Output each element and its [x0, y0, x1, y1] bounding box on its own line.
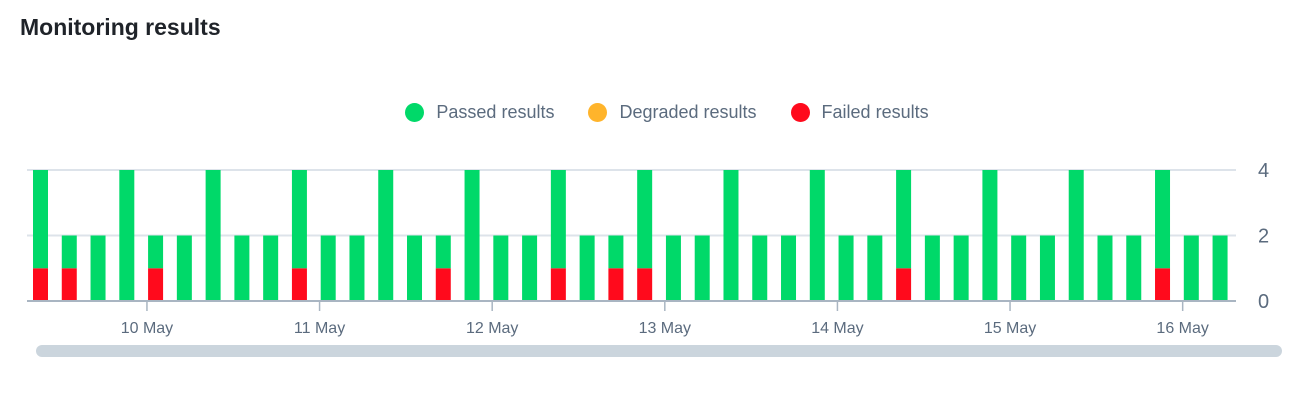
- bar-passed: [924, 235, 940, 301]
- bar-passed: [176, 235, 192, 301]
- bar-passed: [694, 235, 710, 301]
- bar-passed: [665, 235, 681, 301]
- bar-passed: [867, 235, 883, 301]
- bar-passed: [320, 235, 336, 301]
- bar-passed: [234, 235, 250, 301]
- bar-failed: [435, 268, 451, 301]
- bar-passed: [1097, 235, 1113, 301]
- bar-passed: [61, 235, 77, 269]
- bar-passed: [982, 170, 998, 301]
- bar-passed: [1155, 170, 1171, 269]
- x-tick-label: 13 May: [639, 320, 691, 337]
- bar-failed: [33, 268, 48, 301]
- bar-passed: [1183, 235, 1199, 301]
- bar-failed: [291, 268, 307, 301]
- bar-passed: [90, 235, 106, 301]
- bar-passed: [1011, 235, 1027, 301]
- bar-passed: [896, 170, 912, 269]
- x-tick-label: 15 May: [984, 320, 1036, 337]
- bar-passed: [608, 235, 624, 269]
- x-tick-label: 12 May: [466, 320, 518, 337]
- bar-passed: [493, 235, 509, 301]
- bar-passed: [522, 235, 538, 301]
- page-title: Monitoring results: [20, 14, 221, 40]
- bar-passed: [148, 235, 164, 269]
- x-tick-label: 14 May: [811, 320, 863, 337]
- bar-passed: [464, 170, 480, 301]
- legend-degraded[interactable]: Degraded results: [588, 102, 757, 123]
- horizontal-scrollbar[interactable]: [36, 345, 1282, 357]
- x-tick-label: 11 May: [294, 320, 345, 337]
- bar-passed: [407, 235, 423, 301]
- y-tick-label: 4: [1258, 160, 1269, 182]
- bar-passed: [579, 235, 595, 301]
- bar-passed: [752, 235, 768, 301]
- bar-failed: [550, 268, 566, 301]
- bar-passed: [781, 235, 797, 301]
- bar-passed: [291, 170, 307, 269]
- bar-passed: [637, 170, 653, 269]
- bar-failed: [608, 268, 624, 301]
- bar-passed: [263, 235, 279, 301]
- failed-dot-icon: [790, 103, 810, 122]
- legend-failed[interactable]: Failed results: [790, 102, 929, 123]
- bar-passed: [435, 235, 451, 269]
- legend-passed[interactable]: Passed results: [405, 102, 554, 123]
- bar-passed: [378, 170, 394, 301]
- bar-passed: [349, 235, 365, 301]
- bar-failed: [1155, 268, 1171, 301]
- bar-passed: [838, 235, 854, 301]
- bar-passed: [119, 170, 135, 301]
- bar-passed: [205, 170, 221, 301]
- bar-passed: [1126, 235, 1142, 301]
- bar-passed: [1212, 235, 1228, 301]
- chart-legend: Passed results Degraded results Failed r…: [0, 102, 1314, 123]
- bar-failed: [61, 268, 77, 301]
- bar-failed: [148, 268, 164, 301]
- bar-passed: [809, 170, 825, 301]
- degraded-dot-icon: [588, 103, 608, 122]
- passed-dot-icon: [405, 103, 425, 122]
- bar-failed: [896, 268, 912, 301]
- bar-passed: [953, 235, 969, 301]
- bar-passed: [1068, 170, 1084, 301]
- bar-passed: [1039, 235, 1055, 301]
- bar-passed: [33, 170, 48, 269]
- bar-passed: [550, 170, 566, 269]
- bar-failed: [637, 268, 653, 301]
- x-tick-label: 16 May: [1156, 320, 1208, 337]
- bar-passed: [723, 170, 739, 301]
- x-tick-label: 10 May: [121, 320, 173, 337]
- y-tick-label: 2: [1258, 226, 1269, 248]
- y-tick-label: 0: [1258, 291, 1269, 313]
